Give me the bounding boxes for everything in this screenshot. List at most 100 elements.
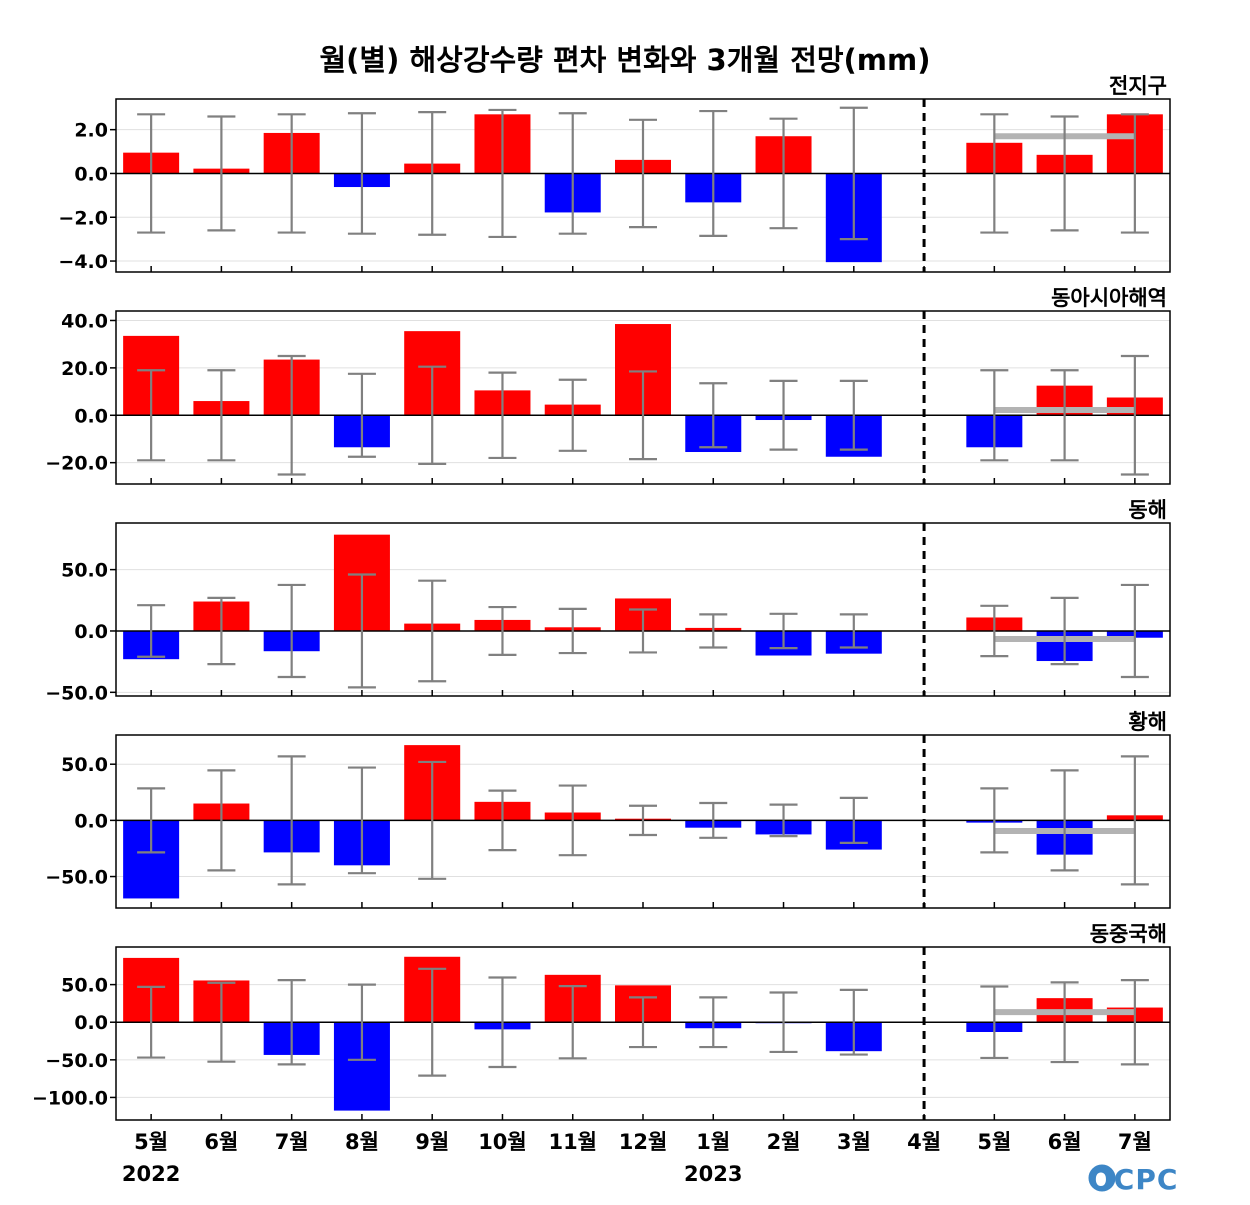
error-bar [839,379,868,451]
error-bar [488,605,517,656]
error-bar [839,613,868,649]
error-bar [1050,596,1079,666]
x-tick-label: 12월 [619,1130,668,1154]
error-bar [839,106,868,241]
error-bar [207,769,236,872]
error-bar [137,787,166,854]
error-bar [769,991,798,1054]
error-bar [699,801,728,839]
error-bar [558,607,587,655]
panel-3: −50.0 0.0 50.0 동해 [45,498,1171,704]
error-bar [207,596,236,666]
x-tick-label: 5월 [134,1130,168,1154]
error-bar [629,804,657,837]
error-bar [980,787,1009,854]
error-bar [769,612,798,650]
error-bar [207,369,236,462]
error-bar [839,796,868,844]
error-bar [347,766,376,875]
error-bar [629,996,657,1049]
y-tick-label: 0.0 [74,1012,108,1034]
y-tick-label: −20.0 [45,453,108,475]
y-tick-label: 2.0 [74,120,108,142]
error-bar [699,382,728,449]
chart-title: 월(별) 해상강수량 편차 변화와 3개월 전망(mm) [320,43,931,77]
error-bar [839,988,868,1056]
error-bar [418,365,447,465]
ocpc-logo: OCPC [1088,1163,1177,1196]
y-tick-label: 50.0 [61,975,108,997]
error-bar [769,379,798,451]
y-tick-label: 50.0 [61,754,108,776]
error-bar [1120,978,1149,1066]
panel-title: 전지구 [1109,74,1167,98]
y-tick-label: 0.0 [74,405,108,427]
y-tick-label: −50.0 [45,867,108,889]
x-tick-label: 3월 [837,1130,871,1154]
panel-title: 동해 [1128,498,1167,522]
year-label: 2023 [684,1162,742,1186]
x-tick-label: 2월 [767,1130,801,1154]
panel-4: −50.0 0.0 50.0 황해 [45,710,1171,909]
y-tick-label: 40.0 [61,310,108,332]
error-bar [980,369,1009,462]
error-bar [1050,769,1079,872]
x-axis: 5월 6월 7월 8월 9월 10월 11월 12월 1월 2월 3월 4월 5월 6월 7월 2022 202… [122,1130,1152,1186]
x-tick-label: 10월 [478,1130,527,1154]
panel-title: 황해 [1128,710,1167,734]
y-tick-label: 50.0 [61,560,108,582]
error-bar [1050,369,1079,462]
y-tick-label: −4.0 [58,251,108,273]
error-bar [347,112,376,235]
panel-5: −100.0 −50.0 0.0 50.0 동중국해 [32,922,1171,1121]
error-bar [980,985,1009,1060]
error-bar [207,115,236,232]
error-bar [558,112,587,235]
x-tick-label: 6월 [204,1130,238,1154]
error-bar [980,604,1009,658]
x-tick-label: 9월 [415,1130,449,1154]
error-bar [558,784,587,857]
error-bar [418,111,447,236]
error-bar [1050,115,1079,232]
error-bar [699,109,728,237]
error-bar [1050,981,1079,1064]
error-bar [1120,354,1149,476]
error-bar [769,117,798,230]
error-bar [418,760,447,880]
x-tick-label: 5월 [977,1130,1011,1154]
error-bar [699,613,728,649]
error-bar [980,113,1009,234]
error-bar [137,985,166,1059]
error-bar [277,978,306,1066]
x-tick-label: 4월 [907,1130,941,1154]
error-bar [1120,113,1149,234]
error-bar [137,369,166,462]
y-tick-label: −50.0 [45,1050,108,1072]
error-bar [347,983,376,1061]
x-tick-label: 11월 [548,1130,597,1154]
error-bar [277,755,306,886]
error-bar [277,583,306,679]
error-bar [418,579,447,683]
logo-globe-icon [1088,1164,1116,1192]
error-bar [558,985,587,1060]
x-tick-label: 6월 [1048,1130,1082,1154]
error-bar [277,354,306,476]
error-bar [488,371,517,460]
error-bar [629,370,657,461]
error-bar [699,996,728,1049]
panel-2: −20.0 0.0 20.0 40.0 동아시아해역 [45,286,1171,485]
error-bar [769,803,798,838]
y-tick-label: −100.0 [32,1087,108,1109]
panel-1: −4.0 −2.0 0.0 2.0 전지구 [58,74,1171,273]
x-tick-label: 8월 [345,1130,379,1154]
error-bar [137,113,166,234]
y-tick-label: 20.0 [61,358,108,380]
error-bar [347,372,376,458]
y-tick-label: 0.0 [74,810,108,832]
panel-title: 동중국해 [1090,922,1167,946]
error-bar [1120,583,1149,679]
error-bar [629,608,657,654]
